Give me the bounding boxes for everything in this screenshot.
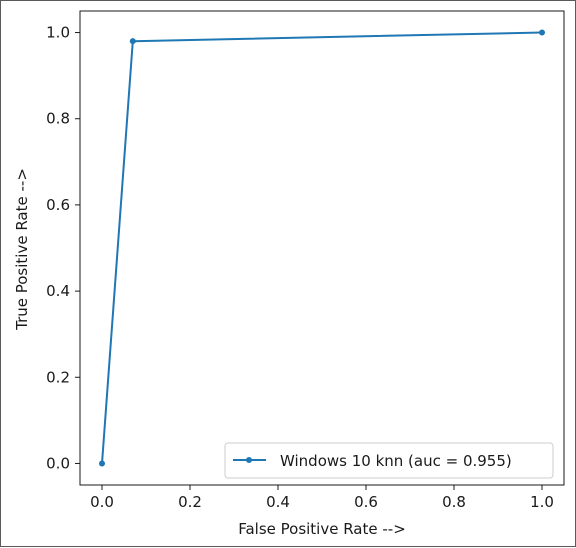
- series-lines: [99, 29, 545, 467]
- data-point: [99, 460, 105, 467]
- y-tick-label: 0.2: [46, 368, 70, 386]
- plot-area: [79, 10, 565, 486]
- x-tick-label: 0.0: [90, 493, 114, 511]
- x-tick-label: 0.4: [266, 493, 290, 511]
- series-line: [101, 31, 543, 464]
- x-tick-label: 0.8: [442, 493, 466, 511]
- legend-entry-label: Windows 10 knn (auc = 0.955): [280, 452, 512, 470]
- data-point: [129, 38, 136, 45]
- legend-marker: [246, 457, 252, 463]
- y-tick-label: 0.0: [46, 454, 70, 472]
- data-point: [539, 29, 545, 36]
- legend-box: [224, 442, 554, 479]
- legend: Windows 10 knn (auc = 0.955): [224, 442, 554, 479]
- y-tick-label: 0.4: [46, 282, 70, 300]
- y-axis-ticks: 0.0 0.2 0.4 0.6 0.8 1.0: [46, 24, 80, 472]
- y-tick-label: 0.6: [46, 196, 70, 214]
- x-tick-label: 0.2: [178, 493, 202, 511]
- x-axis-ticks: 0.0 0.2 0.4 0.6 0.8 1.0: [90, 485, 554, 511]
- x-tick-label: 1.0: [530, 493, 554, 511]
- y-tick-label: 0.8: [46, 110, 70, 128]
- x-axis-label: False Positive Rate -->: [238, 520, 406, 538]
- axes-border: [79, 10, 565, 486]
- y-tick-label: 1.0: [46, 24, 70, 42]
- x-tick-label: 0.6: [354, 493, 378, 511]
- y-axis-label: True Positive Rate -->: [13, 168, 31, 331]
